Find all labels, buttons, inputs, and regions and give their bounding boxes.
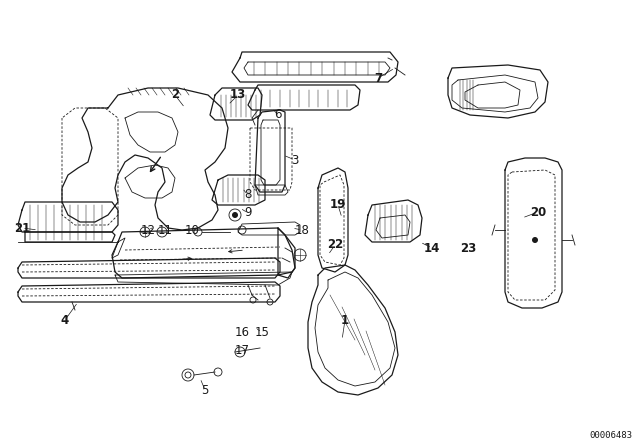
Text: 7: 7 [374, 72, 382, 85]
Text: 15: 15 [255, 326, 269, 339]
Text: 13: 13 [230, 89, 246, 102]
Text: 8: 8 [244, 189, 252, 202]
Circle shape [532, 237, 538, 243]
Text: 20: 20 [530, 206, 546, 219]
Text: 12: 12 [141, 224, 156, 237]
Text: 00006483: 00006483 [589, 431, 632, 440]
Text: 23: 23 [460, 241, 476, 254]
Text: 1: 1 [341, 314, 349, 327]
Text: 6: 6 [275, 108, 282, 121]
Text: 2: 2 [171, 89, 179, 102]
Text: 4: 4 [61, 314, 69, 327]
Text: 22: 22 [327, 238, 343, 251]
Text: 9: 9 [244, 207, 252, 220]
Circle shape [232, 212, 238, 218]
Text: 19: 19 [330, 198, 346, 211]
Text: 10: 10 [184, 224, 200, 237]
Text: 3: 3 [291, 154, 299, 167]
Text: 21: 21 [14, 221, 30, 234]
Text: 18: 18 [294, 224, 309, 237]
Text: 14: 14 [424, 241, 440, 254]
Text: 17: 17 [234, 344, 250, 357]
Text: 16: 16 [234, 326, 250, 339]
Text: 5: 5 [202, 383, 209, 396]
Text: 11: 11 [157, 224, 173, 237]
